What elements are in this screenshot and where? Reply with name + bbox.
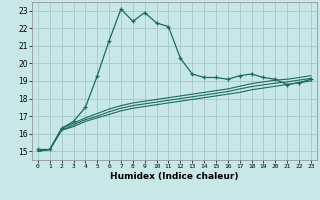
X-axis label: Humidex (Indice chaleur): Humidex (Indice chaleur): [110, 172, 239, 181]
